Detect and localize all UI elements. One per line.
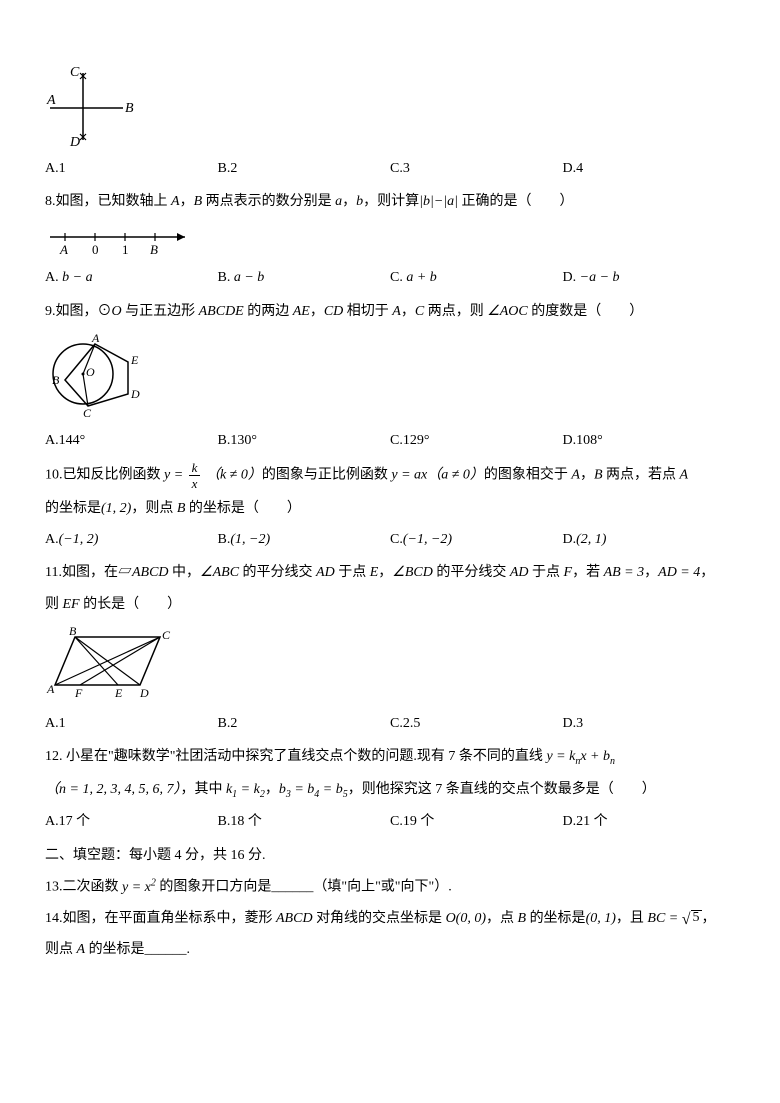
svg-text:E: E (114, 686, 123, 700)
q12-options: A.17 个 B.18 个 C.19 个 D.21 个 (45, 809, 735, 834)
svg-text:B: B (52, 373, 60, 387)
q7-opt-b: B.2 (218, 156, 391, 181)
q14-text: 14.如图，在平面直角坐标系中，菱形 ABCD 对角线的交点坐标是 O(0, 0… (45, 906, 735, 931)
q8-opt-b: B. a − b (218, 265, 391, 290)
svg-text:A: A (91, 332, 100, 345)
q11-text-2: 则 EF 的长是（ ） (45, 592, 735, 617)
q9-figure: A B C D E O (45, 332, 735, 420)
svg-text:0: 0 (92, 242, 99, 257)
q11-figure: B C A D F E (45, 625, 735, 703)
q8-opt-c: C. a + b (390, 265, 563, 290)
svg-text:C: C (70, 65, 80, 80)
q12-text: 12. 小星在"趣味数学"社团活动中探究了直线交点个数的问题.现有 7 条不同的… (45, 744, 735, 771)
svg-text:O: O (86, 365, 95, 379)
q10-options: A.(−1, 2) B.(1, −2) C.(−1, −2) D.(2, 1) (45, 527, 735, 552)
q10-text: 10.已知反比例函数 y = kx （k ≠ 0）的图象与正比例函数 y = a… (45, 461, 735, 490)
svg-text:F: F (74, 686, 83, 700)
q12-opt-c: C.19 个 (390, 809, 563, 834)
section-2-heading: 二、填空题：每小题 4 分，共 16 分. (45, 843, 735, 868)
svg-text:C: C (162, 628, 171, 642)
svg-text:E: E (130, 353, 139, 367)
svg-text:A: A (46, 93, 56, 108)
svg-text:B: B (69, 625, 77, 638)
q14-text-2: 则点 A 的坐标是______. (45, 937, 735, 962)
q9-text: 9.如图，⊙O 与正五边形 ABCDE 的两边 AE，CD 相切于 A，C 两点… (45, 299, 735, 324)
q11-text: 11.如图，在▱ABCD 中，∠ABC 的平分线交 AD 于点 E，∠BCD 的… (45, 560, 735, 585)
q10-opt-d: D.(2, 1) (563, 527, 736, 552)
svg-text:D: D (69, 135, 80, 148)
q8-figure: A 0 1 B (45, 222, 735, 257)
q9-opt-c: C.129° (390, 428, 563, 453)
q12-opt-a: A.17 个 (45, 809, 218, 834)
q8-text: 8.如图，已知数轴上 A，B 两点表示的数分别是 a，b，则计算|b|−|a| … (45, 189, 735, 214)
svg-text:A: A (59, 242, 68, 257)
q8-opt-a: A. b − a (45, 265, 218, 290)
svg-text:B: B (150, 242, 158, 257)
svg-text:D: D (139, 686, 149, 700)
q10-opt-c: C.(−1, −2) (390, 527, 563, 552)
q8-opt-d: D. −a − b (563, 265, 736, 290)
svg-text:A: A (46, 682, 55, 696)
q10-opt-a: A.(−1, 2) (45, 527, 218, 552)
q11-opt-d: D.3 (563, 711, 736, 736)
svg-text:1: 1 (122, 242, 129, 257)
q12-text-2: （n = 1, 2, 3, 4, 5, 6, 7），其中 k1 = k2，b3 … (45, 777, 735, 804)
q9-options: A.144° B.130° C.129° D.108° (45, 428, 735, 453)
svg-text:D: D (130, 387, 140, 401)
q9-opt-d: D.108° (563, 428, 736, 453)
q11-opt-b: B.2 (218, 711, 391, 736)
q7-figure: A B C D (45, 58, 735, 148)
q11-opt-c: C.2.5 (390, 711, 563, 736)
q7-opt-d: D.4 (563, 156, 736, 181)
q13-text: 13.二次函数 y = x2 的图象开口方向是______（填"向上"或"向下"… (45, 874, 735, 900)
q9-opt-a: A.144° (45, 428, 218, 453)
q7-options: A.1 B.2 C.3 D.4 (45, 156, 735, 181)
q10-opt-b: B.(1, −2) (218, 527, 391, 552)
q9-opt-b: B.130° (218, 428, 391, 453)
q12-opt-b: B.18 个 (218, 809, 391, 834)
q10-text-2: 的坐标是(1, 2)，则点 B 的坐标是（ ） (45, 496, 735, 521)
q12-opt-d: D.21 个 (563, 809, 736, 834)
q11-options: A.1 B.2 C.2.5 D.3 (45, 711, 735, 736)
q8-options: A. b − a B. a − b C. a + b D. −a − b (45, 265, 735, 290)
svg-text:B: B (125, 101, 134, 116)
svg-text:C: C (83, 406, 92, 420)
q7-opt-c: C.3 (390, 156, 563, 181)
q11-opt-a: A.1 (45, 711, 218, 736)
q7-opt-a: A.1 (45, 156, 218, 181)
